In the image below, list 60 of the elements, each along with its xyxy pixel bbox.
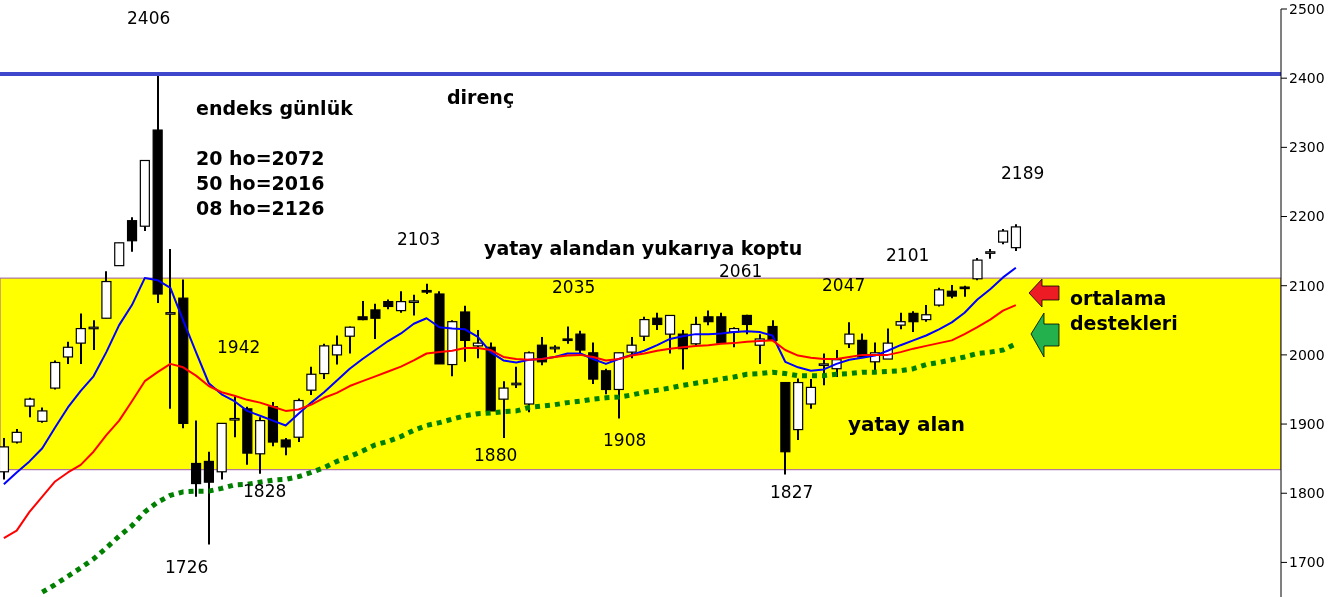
- candlestick: [1010, 223, 1022, 253]
- y-tick-label: 1700: [1289, 554, 1325, 571]
- annotation: 1827: [770, 482, 814, 502]
- annotation: 08 ho=2126: [196, 196, 325, 221]
- candlestick: [408, 293, 419, 317]
- annotation: 2035: [552, 277, 596, 297]
- annotation: 2189: [1001, 163, 1045, 183]
- candlestick: [75, 312, 86, 365]
- candlestick: [203, 450, 214, 546]
- candlestick: [575, 329, 586, 356]
- candlestick: [472, 328, 484, 360]
- annotation: 1942: [217, 337, 261, 357]
- ref-line-label: direnç: [447, 86, 515, 109]
- candlestick: [306, 365, 317, 396]
- y-tick-label: 1800: [1289, 485, 1325, 502]
- candlestick: [344, 325, 355, 355]
- candlestick: [114, 241, 125, 267]
- candlestick: [805, 378, 817, 410]
- candlestick: [370, 302, 381, 340]
- y-tick-label: 2100: [1289, 277, 1325, 294]
- annotation: 2061: [719, 261, 763, 281]
- annotation: 50 ho=2016: [196, 171, 325, 196]
- candlestick: [844, 321, 855, 349]
- line-series: [2, 304, 1017, 540]
- text: ortalama destekleri: [1070, 286, 1179, 336]
- candlestick: [395, 290, 407, 314]
- annotation: 1880: [474, 445, 518, 465]
- y-tick-label: 2000: [1289, 346, 1325, 363]
- candlestick: [331, 334, 343, 366]
- candlestick: [126, 216, 138, 253]
- annotation: 2103: [397, 229, 441, 249]
- candlestick: [498, 380, 509, 439]
- candlestick: [664, 314, 676, 355]
- y-tick-label: 2500: [1289, 0, 1325, 17]
- annotation: 2406: [127, 8, 171, 28]
- candlestick: [190, 419, 202, 498]
- candlestick: [165, 248, 176, 410]
- candlestick: [62, 340, 74, 365]
- y-tick-label: 2200: [1289, 208, 1325, 225]
- annotation: yatay alandan yukarıya koptu: [484, 236, 803, 261]
- annotation: 2101: [886, 245, 930, 265]
- candlestick: [908, 310, 919, 334]
- annotation: 20 ho=2072: [196, 146, 325, 171]
- band-label: yatay alan: [848, 411, 966, 436]
- candlestick: [818, 352, 829, 387]
- candlestick: [972, 257, 983, 282]
- annotation: 2047: [822, 275, 866, 295]
- y-tick-label: 2400: [1289, 70, 1325, 87]
- candlestick: [639, 315, 650, 343]
- candlestick: [600, 367, 612, 396]
- y-tick-label: 2300: [1289, 139, 1325, 156]
- annotation: 1908: [603, 430, 647, 450]
- line-series: [2, 266, 1017, 486]
- annotation: 1726: [165, 557, 209, 577]
- annotation: 1828: [243, 481, 287, 501]
- y-tick-label: 1900: [1289, 415, 1325, 432]
- candlestick: [24, 396, 35, 419]
- candlestick: [229, 394, 240, 439]
- annotation: endeks günlük: [196, 96, 353, 121]
- candlestick: [626, 335, 637, 360]
